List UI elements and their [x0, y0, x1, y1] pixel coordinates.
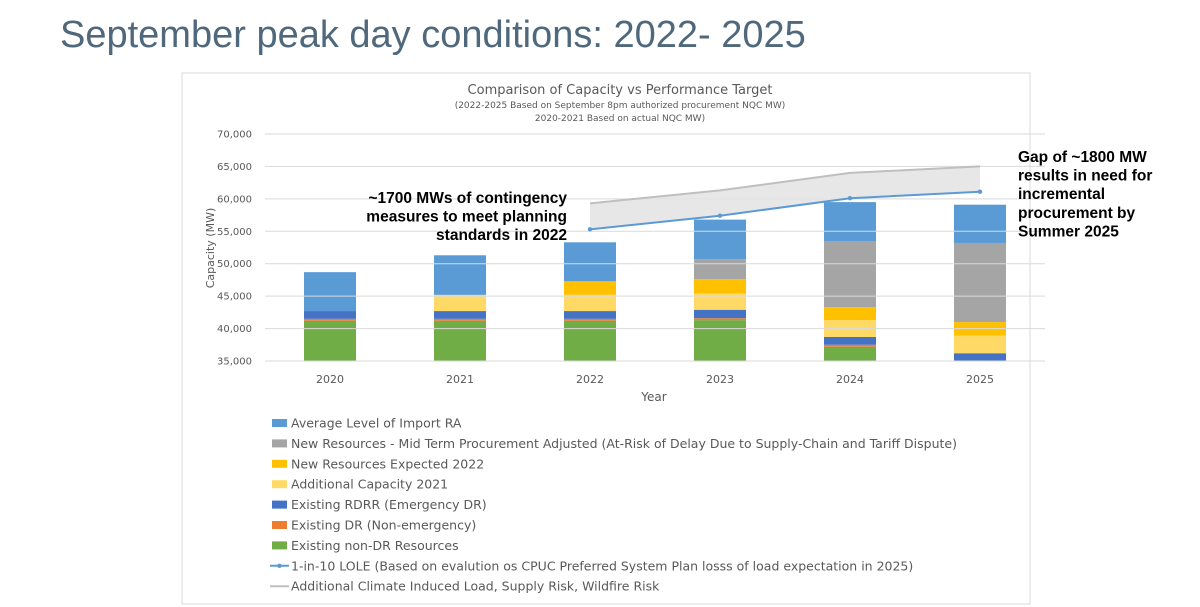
x-tick-label: 2021 — [446, 373, 474, 386]
annotation: standards in 2022 — [436, 227, 567, 244]
x-axis-label: Year — [640, 390, 666, 404]
legend-label: Average Level of Import RA — [291, 416, 462, 431]
x-tick-label: 2023 — [706, 373, 734, 386]
x-tick-label: 2022 — [576, 373, 604, 386]
line-marker — [977, 189, 983, 194]
bar-segment — [304, 311, 356, 319]
bar-segment — [304, 318, 356, 321]
y-axis-label: Capacity (MW) — [204, 208, 217, 289]
bar-segment — [954, 335, 1006, 354]
annotation: measures to meet planning — [366, 209, 567, 226]
bar-segment — [564, 281, 616, 295]
legend-label: New Resources - Mid Term Procurement Adj… — [291, 436, 957, 451]
y-tick-label: 45,000 — [217, 292, 252, 303]
legend-swatch — [272, 541, 287, 550]
bar-segment — [564, 242, 616, 282]
bar-segment — [954, 353, 1006, 361]
legend-label: Existing DR (Non-emergency) — [291, 518, 476, 533]
bar-segment — [694, 279, 746, 294]
line-series — [589, 165, 981, 205]
annotation: procurement by — [1018, 205, 1136, 222]
y-tick-label: 35,000 — [217, 357, 252, 368]
annotation: Gap of ~1800 MW — [1018, 149, 1147, 166]
bar-segment — [824, 241, 876, 308]
y-tick-label: 60,000 — [217, 194, 252, 205]
bar-segment — [434, 294, 486, 312]
legend-swatch — [272, 500, 287, 509]
annotation: results in need for — [1018, 168, 1152, 185]
bar-segment — [694, 318, 746, 321]
legend-label: Existing non-DR Resources — [291, 538, 459, 553]
legend-swatch — [272, 521, 287, 529]
chart-title: Comparison of Capacity vs Performance Ta… — [468, 83, 773, 98]
bar-segment — [824, 346, 876, 361]
bar-segment — [434, 311, 486, 319]
bar-segment — [694, 259, 746, 280]
bar-segment — [694, 219, 746, 260]
legend-label: Existing RDRR (Emergency DR) — [291, 497, 487, 512]
chart-subtitle: (2022-2025 Based on September 8pm author… — [455, 101, 786, 111]
legend-swatch — [272, 439, 287, 448]
legend-label: Additional Capacity 2021 — [291, 477, 448, 492]
bar-segment — [694, 320, 746, 361]
line-marker — [587, 227, 593, 232]
chart-subtitle: 2020-2021 Based on actual NQC MW) — [535, 114, 705, 124]
risk-band — [590, 166, 980, 230]
bar-segment — [954, 242, 1006, 323]
legend-swatch — [277, 563, 282, 568]
bar-segment — [564, 311, 616, 319]
bar-segment — [824, 344, 876, 347]
x-tick-label: 2020 — [316, 373, 344, 386]
bar-segment — [694, 309, 746, 319]
y-tick-label: 40,000 — [217, 324, 252, 335]
x-tick-label: 2025 — [966, 373, 994, 386]
annotation: incremental — [1018, 186, 1105, 203]
bar-segment — [954, 204, 1006, 243]
bar-segment — [434, 318, 486, 321]
legend-label: Additional Climate Induced Load, Supply … — [291, 579, 660, 594]
line-marker — [717, 213, 723, 218]
bar-segment — [824, 337, 876, 345]
bar-segment — [694, 293, 746, 310]
bar-segment — [824, 202, 876, 242]
annotation: ~1700 MWs of contingency — [368, 190, 567, 207]
legend-swatch — [272, 419, 287, 427]
line-marker — [847, 196, 853, 201]
y-tick-label: 65,000 — [217, 162, 252, 173]
legend-swatch — [272, 459, 287, 468]
bar-segment — [434, 320, 486, 361]
y-tick-label: 70,000 — [217, 130, 252, 141]
bar-segment — [434, 255, 486, 295]
y-tick-label: 55,000 — [217, 227, 252, 238]
bar-segment — [564, 294, 616, 312]
y-tick-label: 50,000 — [217, 259, 252, 270]
legend-label: 1-in-10 LOLE (Based on evalution os CPUC… — [291, 558, 913, 573]
slide-title: September peak day conditions: 2022- 202… — [60, 14, 806, 56]
bar-segment — [304, 320, 356, 361]
bar-segment — [824, 307, 876, 321]
annotation: Summer 2025 — [1018, 223, 1119, 240]
bar-segment — [304, 272, 356, 312]
legend-label: New Resources Expected 2022 — [291, 456, 484, 471]
bar-segment — [564, 318, 616, 321]
legend-swatch — [272, 480, 287, 489]
x-tick-label: 2024 — [836, 373, 864, 386]
line-series — [589, 190, 981, 231]
bar-segment — [564, 320, 616, 361]
